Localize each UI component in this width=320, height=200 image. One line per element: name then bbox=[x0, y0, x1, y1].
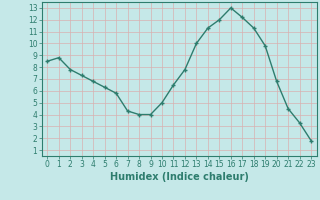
X-axis label: Humidex (Indice chaleur): Humidex (Indice chaleur) bbox=[110, 172, 249, 182]
